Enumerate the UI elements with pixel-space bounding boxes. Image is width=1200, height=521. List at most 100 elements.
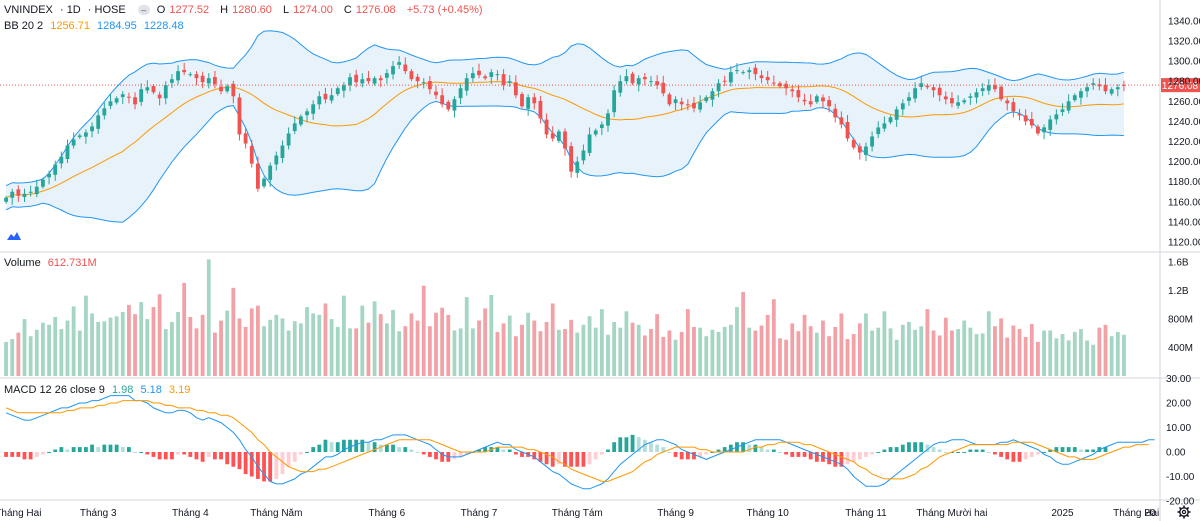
collapse-legend-button[interactable]: – [137,5,150,16]
volume-bar [821,320,825,376]
volume-legend[interactable]: Volume 612.731M [4,256,101,270]
volume-bar [194,328,199,376]
candle-body [219,86,223,92]
macd-hist-bar [255,452,260,479]
time-axis-label: Tháng 11 [845,508,887,519]
candle-body [114,98,119,103]
candle-body [1017,113,1022,116]
volume-bar [446,314,451,376]
candle-body [894,109,899,120]
macd-hist-bar [673,452,678,457]
candle-body [1066,101,1071,111]
candle [421,78,426,89]
volume-bar [698,327,703,376]
macd-hist-bar [581,452,586,467]
macd-legend[interactable]: MACD 12 26 close 9 1.98 5.18 3.19 [4,383,194,397]
bb-legend[interactable]: BB 20 2 1256.71 1284.95 1228.48 [4,19,188,33]
candle-body [348,77,352,86]
volume-bar [931,330,936,376]
candle [716,79,721,98]
candle [225,84,230,94]
candle-body [532,97,537,104]
volume-bar [956,329,960,376]
macd-hist-bar [513,452,518,455]
candle [90,122,94,138]
volume-bar [262,326,266,376]
candle-body [458,88,463,99]
macd-hist-bar [274,452,279,479]
candle-body [501,74,506,86]
candle-body [415,76,420,82]
candle [22,188,27,203]
candle [298,114,303,127]
candle [544,113,549,139]
settings-gear-icon[interactable] [1177,505,1191,519]
volume-bar [1066,340,1071,376]
bb-basis-value: 1256.71 [50,20,90,32]
candle-body [845,122,850,139]
macd-hist-bar [968,449,973,452]
volume-bar [993,326,997,376]
candle [925,83,930,90]
candle-body [618,81,623,93]
volume-bar [59,329,64,376]
volume-bar [999,318,1003,376]
candle [139,83,144,106]
candle [999,84,1003,102]
candle-body [1042,127,1046,133]
candle-body [612,90,617,113]
candle-body [1005,100,1010,104]
candle-body [65,145,70,159]
macd-hist-bar [999,452,1003,457]
volume-bar [581,324,586,376]
macd-hist-bar [22,452,27,460]
macd-hist-bar [434,452,438,460]
volume-bar [667,330,672,376]
price-axis-tick: 1320.00 [1168,37,1200,48]
candle [489,69,494,85]
volume-bar [157,294,162,376]
macd-hist-bar [366,442,371,452]
candle-body [311,104,316,114]
macd-hist-bar [593,452,598,460]
candle [403,57,408,75]
candle-body [630,73,635,84]
volume-bar [1048,330,1053,376]
symbol-title[interactable]: VNINDEX · 1D · HOSE [4,4,126,16]
volume-bar [759,325,764,376]
volume-bar [47,324,51,376]
candle [354,69,359,88]
volume-bar [28,336,33,376]
candle [127,92,131,104]
macd-hist-bar [1079,449,1083,452]
candle-body [784,83,789,89]
candle-body [200,75,205,83]
tradingview-logo-icon[interactable] [6,229,22,243]
volume-bar [606,334,610,376]
candle [747,67,752,80]
low-value: 1274.00 [293,4,333,16]
macd-hist-bar [292,452,297,462]
candle [685,99,690,111]
volume-bar [341,295,346,376]
candle-body [599,124,604,129]
candle [894,106,899,127]
volume-bar [170,321,174,376]
candle [206,73,211,89]
macd-hist-bar [102,444,107,452]
macd-hist-bar [1048,449,1053,452]
macd-hist-bar [563,452,567,467]
volume-bar [636,324,641,376]
candle [16,185,21,202]
candle [808,94,813,108]
candle-body [606,113,610,126]
candle-body [108,101,113,106]
volume-bar [827,336,832,376]
candle [391,61,395,80]
candle [212,70,217,89]
candle-body [53,164,58,175]
price-legend: VNINDEX · 1D · HOSE – O 1277.52 H 1280.60 L… [4,4,483,16]
macd-axis-tick: -10.00 [1166,472,1195,483]
volume-bar [1109,336,1114,376]
